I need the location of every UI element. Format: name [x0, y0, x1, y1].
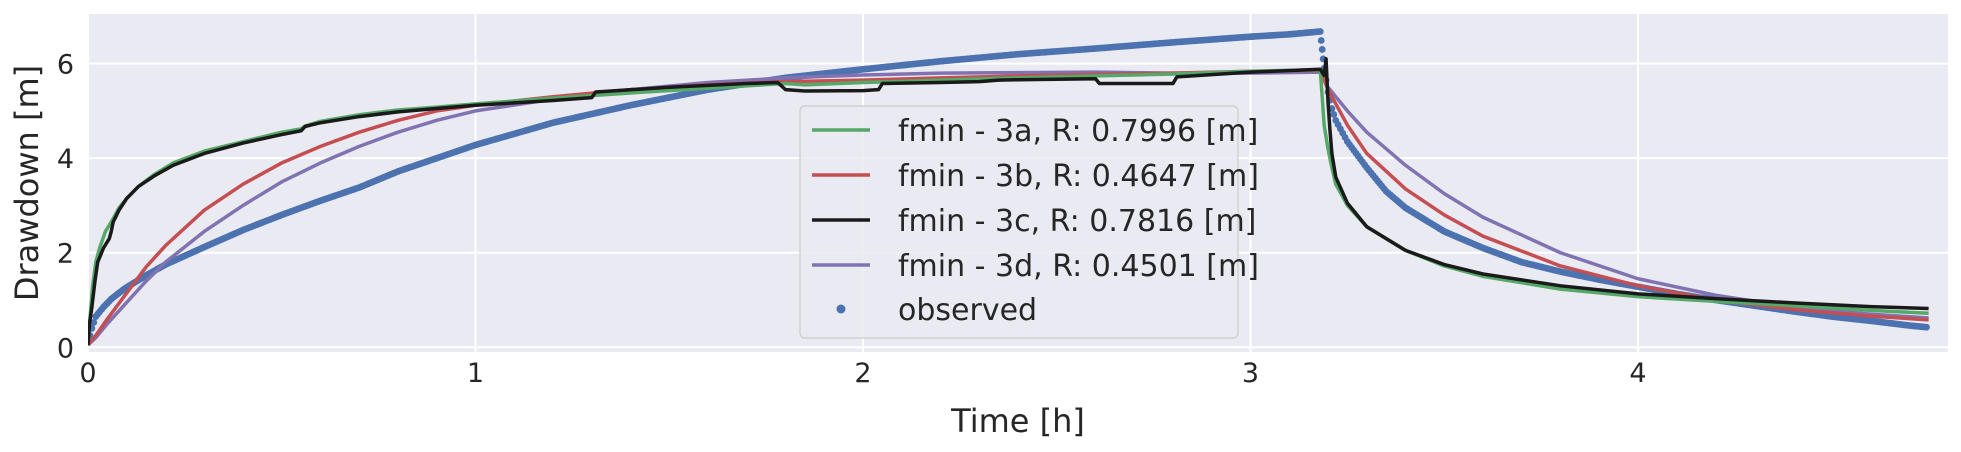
- observed-point: [1317, 37, 1325, 44]
- legend-label-3d: fmin - 3d, R: 0.4501 [m]: [898, 249, 1259, 284]
- legend: fmin - 3a, R: 0.7996 [m] fmin - 3b, R: 0…: [799, 105, 1259, 339]
- observed-point: [1316, 28, 1324, 35]
- y-tick-label: 2: [57, 239, 74, 270]
- legend-swatch-observed: [836, 304, 846, 314]
- series-line-3: [88, 57, 1929, 346]
- legend-label-observed: observed: [898, 293, 1037, 328]
- x-tick-label: 2: [854, 358, 871, 389]
- observed-point: [1318, 46, 1326, 53]
- y-axis-label: Drawdown [m]: [8, 65, 46, 301]
- observed-point: [90, 319, 98, 326]
- x-tick-label: 1: [467, 358, 484, 389]
- x-tick-label: 4: [1629, 358, 1646, 389]
- observed-point: [1330, 111, 1338, 118]
- series-layer: [88, 28, 1930, 347]
- x-tick-label: 3: [1242, 358, 1259, 389]
- x-axis-label: Time [h]: [950, 402, 1085, 440]
- series-line-2: [88, 68, 1929, 347]
- series-line-4: [88, 70, 1929, 347]
- y-tick-label: 0: [57, 333, 74, 364]
- legend-label-3c: fmin - 3c, R: 0.7816 [m]: [898, 204, 1256, 239]
- observed-point: [1923, 323, 1930, 331]
- legend-label-3a: fmin - 3a, R: 0.7996 [m]: [898, 114, 1258, 149]
- tick-labels: 0 1 2 3 4 0 2 4 6: [57, 50, 1647, 389]
- y-tick-label: 4: [57, 144, 74, 175]
- x-tick-label: 0: [79, 358, 96, 389]
- y-tick-label: 6: [57, 50, 74, 81]
- legend-label-3b: fmin - 3b, R: 0.4647 [m]: [898, 159, 1259, 194]
- legend-box: [799, 105, 1239, 339]
